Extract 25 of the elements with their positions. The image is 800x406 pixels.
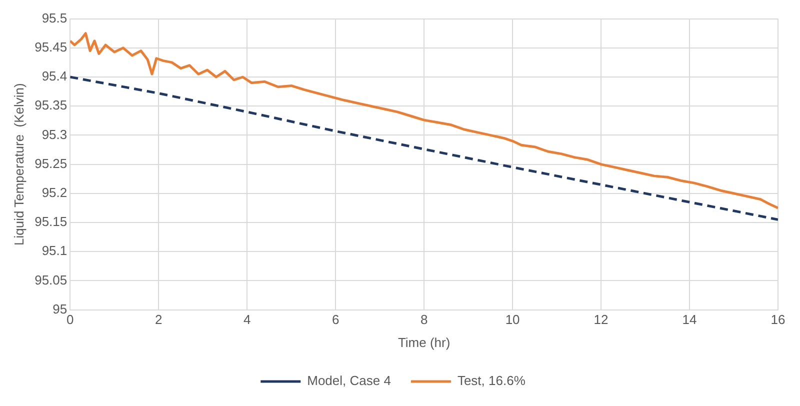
x-tick-label: 4 (243, 312, 251, 328)
x-tick-label: 0 (66, 312, 74, 328)
legend-label: Model, Case 4 (307, 373, 391, 388)
x-tick-label: 10 (505, 312, 520, 328)
y-tick-label: 95.3 (42, 126, 68, 142)
y-tick-label: 95 (52, 301, 68, 316)
y-tick-label: 95.25 (34, 156, 68, 171)
x-tick-label: 6 (332, 312, 340, 328)
y-tick-label: 95.45 (34, 39, 68, 54)
y-tick-label: 95.4 (42, 68, 68, 84)
legend-label: Test, 16.6% (457, 373, 526, 388)
y-tick-label: 95.1 (42, 243, 68, 258)
x-tick-label: 2 (155, 312, 162, 328)
y-tick-label: 95.15 (34, 214, 68, 230)
y-tick-label: 95.05 (34, 272, 68, 288)
y-tick-label: 95.5 (42, 10, 68, 26)
y-tick-label: 95.2 (42, 184, 68, 200)
line-series (70, 76, 778, 221)
x-tick-label: 16 (770, 312, 786, 328)
x-tick-label: 14 (682, 312, 697, 328)
y-axis-title: Liquid Temperature (Kelvin) (11, 83, 26, 246)
x-tick-label: 8 (420, 312, 428, 328)
y-tick-label: 95.35 (34, 98, 68, 113)
x-tick-label: 12 (594, 312, 608, 328)
x-axis-title: Time (hr) (398, 334, 450, 350)
